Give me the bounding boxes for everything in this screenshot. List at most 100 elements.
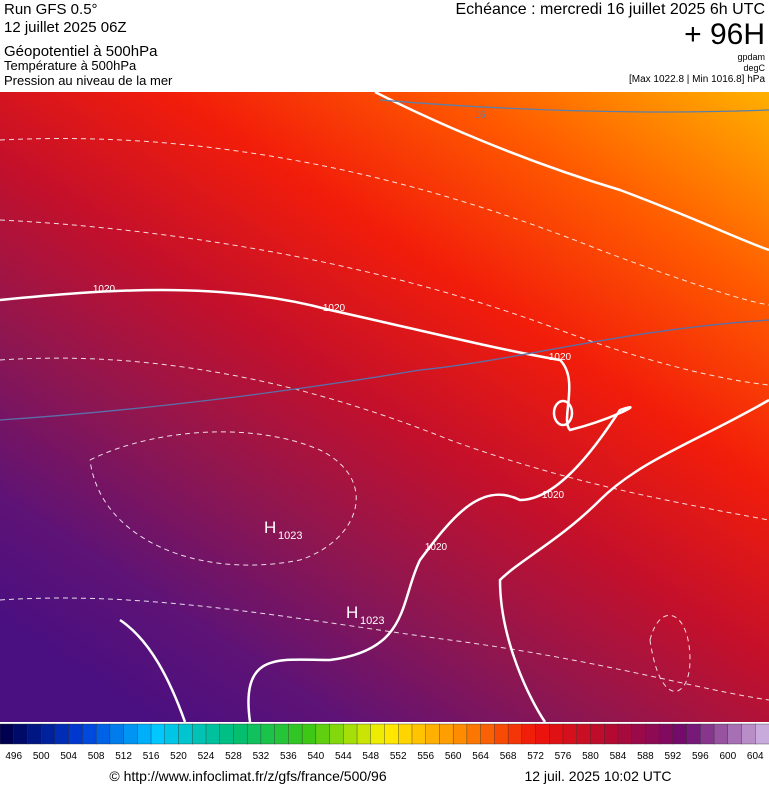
legend-label: 536 <box>280 751 297 762</box>
color-swatch <box>617 723 633 745</box>
color-swatch <box>439 723 454 745</box>
legend-label: 564 <box>472 751 489 762</box>
color-swatch <box>301 723 317 745</box>
color-swatch <box>411 723 427 745</box>
color-swatch <box>466 723 482 745</box>
pressure-range: [Max 1022.8 | Min 1016.8] hPa <box>629 74 765 85</box>
color-swatch <box>562 723 578 745</box>
color-swatch <box>631 723 647 745</box>
color-swatch <box>246 723 262 745</box>
color-swatch <box>315 723 331 745</box>
layer: Géopotentiel à 500hPa <box>4 43 158 60</box>
color-swatch <box>425 723 441 745</box>
map-field <box>0 92 769 722</box>
color-swatch <box>343 723 358 745</box>
legend-label: 532 <box>253 751 270 762</box>
legend-label: 572 <box>527 751 544 762</box>
isotherm <box>379 99 769 113</box>
color-swatch <box>727 723 743 745</box>
unit: gpdam <box>737 52 765 62</box>
legend-label: 500 <box>33 751 50 762</box>
legend-label: 496 <box>5 751 22 762</box>
color-swatch <box>452 723 468 745</box>
color-swatch <box>521 723 537 745</box>
color-swatch <box>507 723 523 745</box>
isobars <box>0 90 769 723</box>
isobar-label: 1020 <box>93 284 116 295</box>
legend-label: 568 <box>500 751 517 762</box>
color-swatch <box>109 723 125 745</box>
legend-label: 544 <box>335 751 352 762</box>
color-swatch <box>576 723 592 745</box>
layer: Température à 500hPa <box>4 58 137 73</box>
color-swatch <box>82 723 97 745</box>
color-swatch <box>205 723 221 745</box>
color-swatch <box>370 723 386 745</box>
isotherm <box>0 319 769 421</box>
legend-label: 580 <box>582 751 599 762</box>
run: Run GFS 0.5° <box>4 1 98 18</box>
color-swatch <box>549 723 564 745</box>
color-swatch <box>260 723 276 745</box>
legend-label: 592 <box>665 751 682 762</box>
legend-label: 604 <box>747 751 764 762</box>
color-swatch <box>288 723 303 745</box>
color-swatch <box>480 723 496 745</box>
lead-time: + 96H <box>684 18 765 51</box>
color-swatch <box>398 723 413 745</box>
high-value: 1023 <box>360 615 384 627</box>
isobar-label: 1020 <box>323 303 346 314</box>
color-swatch <box>741 723 756 745</box>
legend-label: 552 <box>390 751 407 762</box>
color-swatch <box>494 723 509 745</box>
high-letter: H <box>346 603 358 622</box>
legend-label: 584 <box>610 751 627 762</box>
source: © http://www.infoclimat.fr/z/gfs/france/… <box>109 768 386 784</box>
color-swatch <box>672 723 688 745</box>
color-swatch <box>356 723 372 745</box>
legend-label: 540 <box>307 751 324 762</box>
legend-label: 596 <box>692 751 709 762</box>
layer: Pression au niveau de la mer <box>4 73 173 88</box>
color-swatch <box>0 723 15 745</box>
color-swatch <box>178 723 193 745</box>
color-swatch <box>54 723 70 745</box>
run-date: 12 juillet 2025 06Z <box>4 19 127 36</box>
color-swatch <box>686 723 702 745</box>
color-swatch <box>219 723 235 745</box>
color-swatch <box>604 723 619 745</box>
isotherm-label: 16 <box>474 110 486 121</box>
color-swatch <box>95 723 111 745</box>
legend-label: 516 <box>143 751 160 762</box>
legend-label: 528 <box>225 751 242 762</box>
color-swatch <box>68 723 84 745</box>
legend-label: 600 <box>719 751 736 762</box>
color-swatch <box>150 723 166 745</box>
high-value: 1023 <box>278 530 302 542</box>
legend-label: 588 <box>637 751 654 762</box>
color-swatch <box>384 723 399 745</box>
color-swatch <box>13 723 29 745</box>
legend-label: 504 <box>60 751 77 762</box>
legend-label: 556 <box>417 751 434 762</box>
forecast: Echéance : mercredi 16 juillet 2025 6h U… <box>456 1 766 18</box>
color-swatch <box>164 723 180 745</box>
color-swatch <box>137 723 152 745</box>
high-letter: H <box>264 518 276 537</box>
color-swatch <box>233 723 248 745</box>
color-swatch <box>713 723 729 745</box>
color-swatch <box>658 723 674 745</box>
color-swatch <box>329 723 345 745</box>
legend-label: 512 <box>115 751 132 762</box>
color-swatch <box>274 723 290 745</box>
color-swatch <box>700 723 715 745</box>
legend-label: 524 <box>198 751 215 762</box>
legend-label: 548 <box>362 751 379 762</box>
color-swatch <box>27 723 42 745</box>
isobar-label: 1020 <box>425 542 448 553</box>
timestamp: 12 juil. 2025 10:02 UTC <box>524 768 671 784</box>
legend-label: 576 <box>555 751 572 762</box>
legend-label: 508 <box>88 751 105 762</box>
isohypses <box>0 138 769 701</box>
